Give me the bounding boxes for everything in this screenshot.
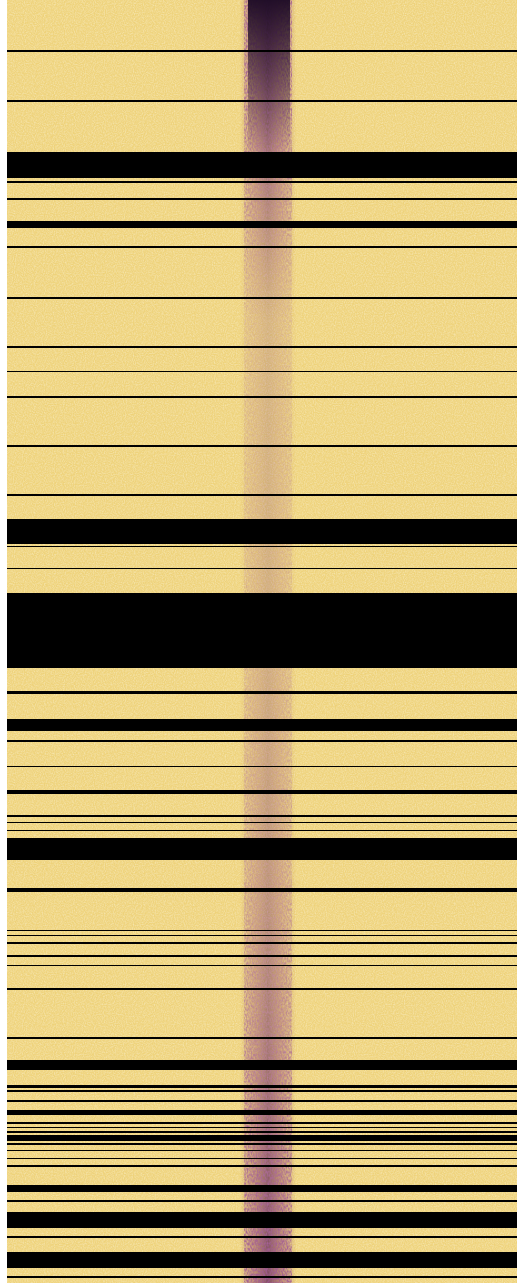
- dropout-stripe: [7, 1236, 517, 1238]
- dropout-stripe: [7, 100, 517, 102]
- dropout-stripe: [7, 838, 517, 860]
- dropout-stripe: [7, 1276, 517, 1278]
- dropout-stripe: [7, 1122, 517, 1124]
- dropout-stripe: [7, 1127, 517, 1128]
- dropout-stripe: [7, 965, 517, 966]
- dropout-stripe: [7, 546, 517, 547]
- dropout-stripe: [7, 1165, 517, 1167]
- dropout-stripe: [7, 955, 517, 957]
- dropout-stripe: [7, 815, 517, 817]
- waterfall-image: [0, 0, 517, 1283]
- dropout-stripe: [7, 942, 517, 944]
- dropout-stripe: [7, 1060, 517, 1070]
- dropout-stripe: [7, 297, 517, 299]
- dropout-stripe: [7, 790, 517, 794]
- dropout-stripe: [7, 1131, 517, 1133]
- dropout-stripe: [7, 1135, 517, 1141]
- dropout-stripe: [7, 1150, 517, 1151]
- dropout-stripe: [7, 1200, 517, 1202]
- dropout-stripe: [7, 1085, 517, 1088]
- dropout-stripe: [7, 766, 517, 767]
- dropout-stripe: [7, 830, 517, 831]
- dropout-stripe: [7, 935, 517, 936]
- dropout-stripe: [7, 988, 517, 990]
- dropout-stripe: [7, 494, 517, 496]
- signal-band-top: [248, 0, 290, 150]
- dropout-stripe: [7, 1185, 517, 1192]
- dropout-stripe: [7, 519, 517, 544]
- dropout-stripe: [7, 181, 517, 183]
- dropout-stripe: [7, 593, 517, 668]
- dropout-stripe: [7, 888, 517, 892]
- dropout-stripe: [7, 152, 517, 178]
- dropout-stripe: [7, 1110, 517, 1115]
- dropout-stripe: [7, 1143, 517, 1145]
- dropout-stripe: [7, 1158, 517, 1159]
- dropout-stripe: [7, 691, 517, 694]
- dropout-stripe: [7, 740, 517, 742]
- dropout-stripe: [7, 445, 517, 447]
- page: (() => { JSON.parse(document.getElementB…: [0, 0, 517, 1283]
- dropout-stripe: [7, 1090, 517, 1092]
- dropout-stripe: [7, 346, 517, 348]
- dropout-stripe: [7, 50, 517, 52]
- dropout-stripe: [7, 246, 517, 248]
- dropout-stripe: [7, 1252, 517, 1268]
- dropout-stripe: [7, 198, 517, 200]
- dropout-stripe: [7, 1100, 517, 1102]
- dropout-stripe: [7, 371, 517, 372]
- dropout-stripe: [7, 396, 517, 398]
- dropout-stripe: [7, 221, 517, 228]
- dropout-stripe: [7, 568, 517, 569]
- dropout-stripe: [7, 822, 517, 823]
- dropout-stripe: [7, 719, 517, 731]
- dropout-stripe: [7, 930, 517, 931]
- dropout-stripe: [7, 1212, 517, 1228]
- dropout-stripe: [7, 1037, 517, 1039]
